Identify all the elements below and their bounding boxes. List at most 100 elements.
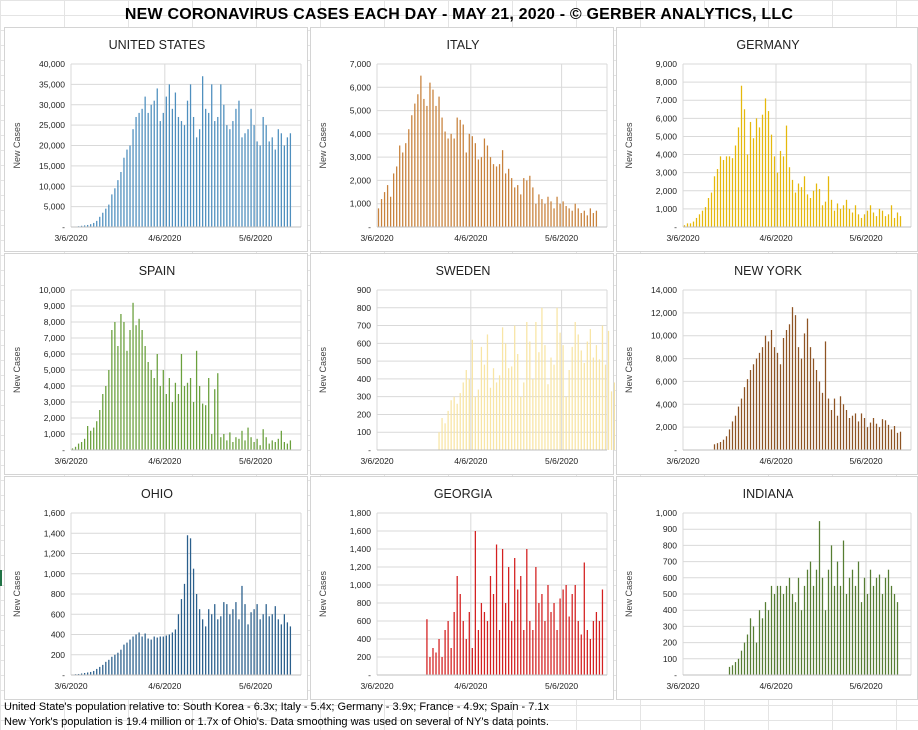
bar (156, 88, 158, 227)
bar (779, 364, 782, 450)
x-tick-label: 3/6/2020 (666, 681, 699, 691)
y-tick-label: - (674, 670, 677, 680)
bar (508, 168, 510, 227)
chart-united-states[interactable]: UNITED STATES New Cases - 5,000 10,000 15,000… (4, 27, 308, 252)
y-tick-label: - (368, 445, 371, 455)
bar (797, 347, 800, 450)
bar (268, 443, 270, 450)
bar (788, 167, 791, 227)
bar (286, 622, 289, 675)
bar (887, 424, 890, 450)
bar (854, 585, 857, 675)
bar (96, 220, 98, 227)
chart-new-york[interactable]: NEW YORK New Cases - 2,000 4,000 6,000 8,000 10… (616, 253, 918, 475)
y-tick-label: 600 (51, 609, 65, 619)
bar (896, 432, 899, 450)
chart-indiana[interactable]: INDIANA New Cases - 100 200 300 400 500 600 700 80… (616, 476, 918, 700)
bar (532, 630, 534, 675)
bar (229, 129, 231, 227)
bar (138, 318, 140, 450)
bar (523, 630, 525, 675)
bar (80, 225, 83, 227)
bar (386, 185, 389, 227)
bar (162, 112, 164, 227)
bar (468, 378, 470, 450)
chart-spain[interactable]: SPAIN New Cases - 1,000 2,000 3,000 4,000 5,000… (4, 253, 308, 475)
bar (238, 619, 240, 675)
bar (271, 137, 273, 227)
bar (102, 394, 104, 450)
y-tick-label: 4,000 (44, 381, 66, 391)
bar (701, 210, 704, 227)
bar (541, 199, 543, 227)
bar (168, 84, 170, 227)
bar (559, 332, 561, 450)
bar (776, 172, 779, 227)
bar (480, 603, 483, 675)
bar (818, 188, 821, 227)
y-tick-label: 200 (357, 409, 371, 419)
bar (465, 639, 467, 675)
bar (592, 213, 595, 227)
bar (526, 322, 528, 450)
chart-sweden[interactable]: SWEDEN New Cases - 100 200 300 400 500 600 700 800… (310, 253, 615, 475)
bar (734, 662, 737, 675)
y-tick-label: 10,000 (39, 181, 65, 191)
bar (583, 210, 585, 227)
x-tick-label: 5/6/2020 (545, 681, 578, 691)
bar (565, 206, 567, 227)
chart-germany[interactable]: GERMANY New Cases - 1,000 2,000 3,000 4,000 5,0… (616, 27, 918, 252)
y-tick-label: 100 (663, 654, 677, 664)
bar (863, 214, 866, 227)
bar (198, 609, 201, 675)
bar (159, 636, 161, 675)
bar (438, 432, 440, 450)
bar (719, 156, 722, 227)
bar (432, 648, 434, 675)
y-tick-label: 1,400 (350, 544, 372, 554)
x-tick-label: 5/6/2020 (239, 681, 272, 691)
bar (205, 405, 207, 450)
bar (156, 637, 158, 675)
bar (377, 208, 380, 227)
bar (93, 670, 95, 675)
chart-ohio[interactable]: OHIO New Cases - 200 400 600 800 1,000 1,200 1,40… (4, 476, 308, 700)
y-tick-label: 2,000 (656, 422, 678, 432)
bar (791, 179, 794, 227)
bar (713, 176, 716, 227)
bar (232, 609, 234, 675)
bar (580, 350, 582, 450)
bar (755, 358, 758, 450)
bar (785, 330, 788, 450)
y-tick-label: 600 (663, 573, 677, 583)
bar (746, 379, 749, 450)
bar (220, 437, 222, 450)
bar (471, 136, 473, 227)
bar (132, 302, 134, 450)
bar (779, 585, 782, 675)
bar (108, 204, 110, 227)
bar (848, 208, 851, 227)
bar (761, 618, 764, 675)
bar (180, 599, 183, 675)
bar (250, 108, 252, 227)
chart-svg: INDIANA New Cases - 100 200 300 400 500 600 700 80… (624, 487, 912, 691)
bar (411, 115, 413, 227)
chart-italy[interactable]: ITALY New Cases - 1,000 2,000 3,000 4,000 5,000… (310, 27, 614, 252)
bar (896, 602, 899, 675)
x-tick-label: 3/6/2020 (360, 681, 393, 691)
chart-georgia[interactable]: GEORGIA New Cases - 200 400 600 800 1,000 1,200 1… (310, 476, 614, 700)
bar (444, 131, 446, 227)
bar (857, 421, 860, 450)
bar (686, 223, 689, 227)
bar (186, 535, 189, 675)
bar (851, 212, 854, 227)
bar (153, 378, 155, 450)
bar (806, 194, 809, 227)
bar (812, 585, 815, 675)
bar (517, 354, 519, 450)
bar (450, 400, 452, 450)
bar (698, 214, 701, 227)
bar (574, 322, 576, 450)
bar (586, 341, 588, 450)
